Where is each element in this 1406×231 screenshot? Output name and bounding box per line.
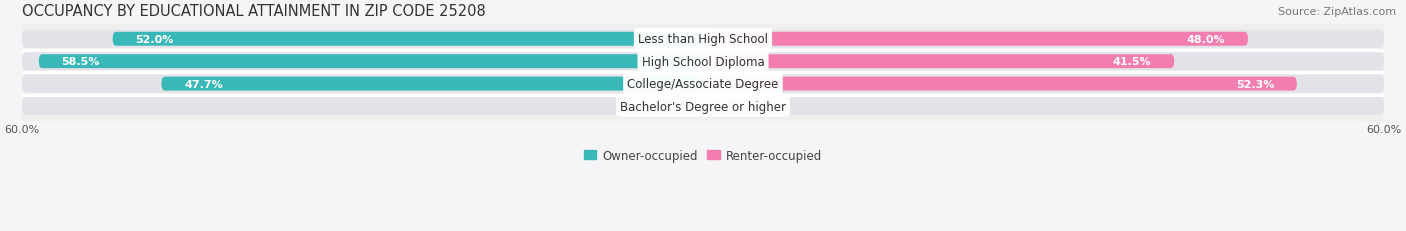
Legend: Owner-occupied, Renter-occupied: Owner-occupied, Renter-occupied	[579, 144, 827, 167]
Text: 41.5%: 41.5%	[1112, 57, 1152, 67]
FancyBboxPatch shape	[112, 33, 703, 46]
FancyBboxPatch shape	[703, 33, 1249, 46]
Text: 52.3%: 52.3%	[1236, 79, 1274, 89]
Text: College/Associate Degree: College/Associate Degree	[627, 78, 779, 91]
FancyBboxPatch shape	[39, 55, 703, 69]
Text: Less than High School: Less than High School	[638, 33, 768, 46]
Text: 58.5%: 58.5%	[62, 57, 100, 67]
Text: 0.0%: 0.0%	[714, 102, 745, 112]
FancyBboxPatch shape	[703, 77, 1296, 91]
Text: High School Diploma: High School Diploma	[641, 55, 765, 68]
FancyBboxPatch shape	[703, 55, 1174, 69]
Text: Bachelor's Degree or higher: Bachelor's Degree or higher	[620, 100, 786, 113]
Text: OCCUPANCY BY EDUCATIONAL ATTAINMENT IN ZIP CODE 25208: OCCUPANCY BY EDUCATIONAL ATTAINMENT IN Z…	[21, 4, 485, 19]
FancyBboxPatch shape	[162, 77, 703, 91]
FancyBboxPatch shape	[21, 75, 1385, 93]
Text: 47.7%: 47.7%	[184, 79, 224, 89]
Text: 48.0%: 48.0%	[1187, 35, 1225, 45]
FancyBboxPatch shape	[21, 53, 1385, 71]
FancyBboxPatch shape	[21, 98, 1385, 116]
Text: 52.0%: 52.0%	[135, 35, 174, 45]
Text: 0.0%: 0.0%	[661, 102, 692, 112]
FancyBboxPatch shape	[21, 31, 1385, 49]
Text: Source: ZipAtlas.com: Source: ZipAtlas.com	[1278, 7, 1396, 17]
